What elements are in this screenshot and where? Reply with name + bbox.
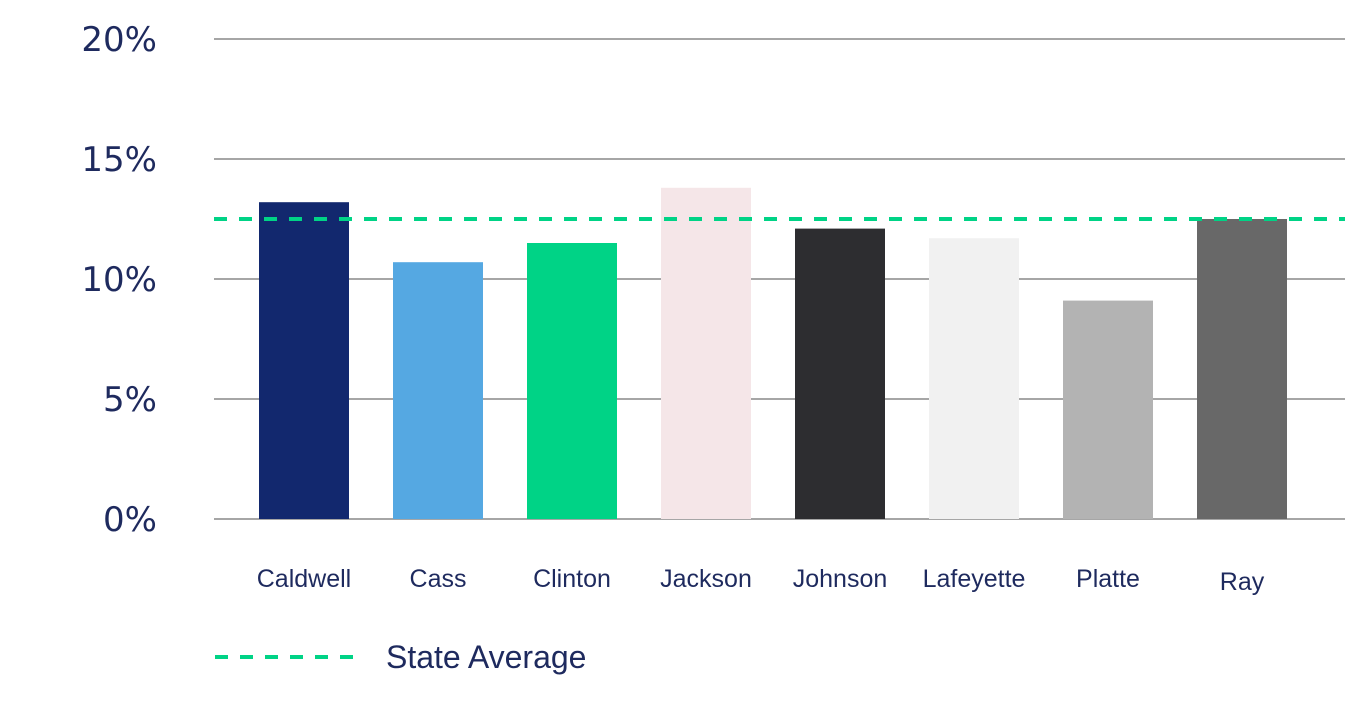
bar-clinton bbox=[527, 243, 617, 519]
y-tick-label: 20% bbox=[81, 20, 157, 60]
x-tick-label: Cass bbox=[410, 565, 467, 593]
bar-johnson bbox=[795, 228, 885, 519]
y-tick-label: 15% bbox=[81, 140, 157, 180]
bar-platte bbox=[1063, 300, 1153, 519]
x-tick-label: Johnson bbox=[793, 565, 888, 593]
y-tick-label: 5% bbox=[103, 380, 157, 420]
x-tick-label: Platte bbox=[1076, 565, 1140, 593]
bar-caldwell bbox=[259, 202, 349, 519]
legend: State Average bbox=[215, 639, 586, 675]
x-tick-label: Caldwell bbox=[257, 565, 351, 593]
x-tick-label: Jackson bbox=[660, 565, 752, 593]
y-axis-ticks: 0% 5% 10% 15% 20% bbox=[81, 20, 157, 540]
y-tick-label: 0% bbox=[103, 500, 157, 540]
bar-cass bbox=[393, 262, 483, 519]
gridlines bbox=[214, 38, 1345, 520]
x-tick-label: Clinton bbox=[533, 565, 611, 593]
bar-jackson bbox=[661, 187, 751, 520]
bar-ray bbox=[1197, 219, 1287, 519]
bar-lafeyette bbox=[929, 238, 1019, 519]
bars bbox=[259, 187, 1287, 520]
x-axis-ticks: Caldwell Cass Clinton Jackson Johnson Lafeyet… bbox=[257, 565, 1265, 596]
x-tick-label: Ray bbox=[1220, 568, 1265, 596]
legend-label-state-average: State Average bbox=[386, 639, 586, 675]
x-tick-label: Lafeyette bbox=[923, 565, 1026, 593]
y-tick-label: 10% bbox=[81, 260, 157, 300]
